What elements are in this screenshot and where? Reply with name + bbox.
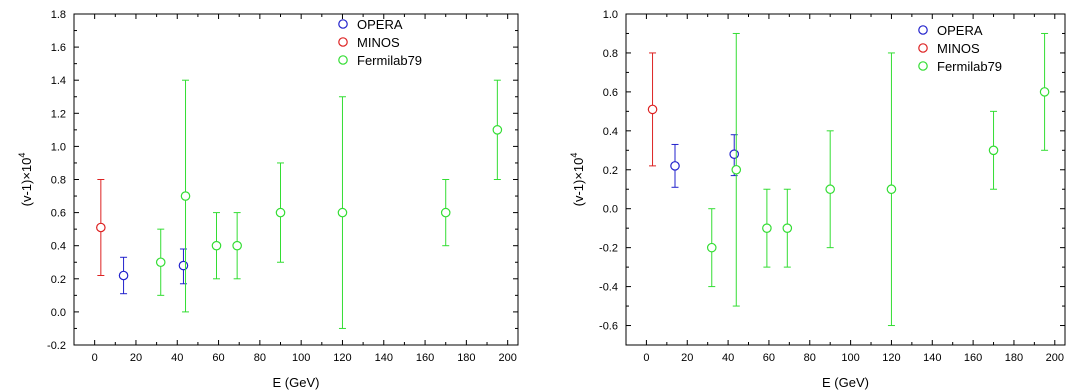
x-tick-label: 100 — [292, 352, 310, 364]
x-axis-title: E (GeV) — [273, 375, 320, 390]
data-point — [762, 223, 772, 233]
y-tick-label: 0.8 — [603, 48, 618, 60]
y-tick-label: 1.2 — [51, 108, 66, 120]
x-tick-label: 20 — [681, 352, 693, 364]
y-tick-label: -0.4 — [599, 282, 618, 294]
y-axis-title-exponent: 4 — [569, 153, 579, 158]
x-tick-label: 100 — [841, 352, 859, 364]
data-point — [337, 207, 348, 218]
legend-label: MINOS — [357, 35, 400, 50]
data-point — [729, 149, 740, 159]
y-tick-label: 1.6 — [51, 42, 66, 54]
x-tick-label: 140 — [375, 352, 393, 364]
x-tick-label: 20 — [130, 352, 142, 364]
y-tick-label: 0.6 — [51, 208, 66, 220]
x-tick-label: 120 — [333, 352, 351, 364]
data-point — [647, 104, 658, 115]
data-point — [825, 184, 835, 195]
y-axis-title-exponent: 4 — [17, 153, 27, 158]
data-point — [440, 207, 451, 218]
x-tick-label: 160 — [964, 352, 982, 364]
data-point — [118, 270, 129, 281]
plot-frame — [73, 13, 519, 346]
x-tick-label: 40 — [171, 352, 183, 364]
x-axis-title: E (GeV) — [822, 375, 869, 390]
x-tick-label: 140 — [923, 352, 941, 364]
x-tick-label: 80 — [254, 352, 266, 364]
data-point — [988, 145, 999, 156]
legend-marker — [918, 61, 928, 71]
y-tick-label: 0.2 — [603, 165, 618, 177]
series-opera — [118, 248, 189, 295]
y-tick-label: -0.2 — [599, 243, 618, 255]
legend-marker — [338, 37, 348, 47]
legend-label: OPERA — [357, 17, 403, 32]
legend-marker — [918, 43, 928, 53]
legend-label: OPERA — [937, 23, 983, 38]
series-minos — [96, 179, 106, 276]
x-tick-label: 160 — [416, 352, 434, 364]
y-tick-label: 0.0 — [51, 307, 66, 319]
x-tick-label: 80 — [804, 352, 816, 364]
y-axis-title: (v-1)×104 — [17, 153, 34, 207]
x-tick-label: 0 — [92, 352, 98, 364]
legend-marker — [918, 25, 928, 35]
data-point — [211, 240, 222, 251]
data-point — [96, 222, 106, 233]
x-tick-label: 200 — [1046, 352, 1064, 364]
legend-label: Fermilab79 — [357, 53, 422, 68]
y-tick-label: 0.8 — [51, 175, 66, 187]
data-point — [178, 260, 189, 271]
series-fermilab79 — [155, 79, 503, 329]
x-tick-label: 40 — [722, 352, 734, 364]
data-point — [232, 240, 242, 251]
legend-label: Fermilab79 — [937, 59, 1002, 74]
x-tick-label: 200 — [498, 352, 516, 364]
y-axis-title: (v-1)×104 — [569, 153, 586, 207]
x-tick-label: 180 — [1005, 352, 1023, 364]
y-tick-label: -0.2 — [47, 340, 66, 352]
data-point — [180, 191, 191, 201]
y-tick-label: 0.6 — [603, 87, 618, 99]
y-tick-label: 1.0 — [603, 9, 618, 21]
y-tick-label: 1.4 — [51, 75, 66, 87]
y-tick-label: 0.4 — [603, 126, 618, 138]
y-tick-label: -0.6 — [599, 321, 618, 333]
series-minos — [647, 52, 658, 167]
data-point — [706, 242, 717, 253]
data-point — [155, 257, 166, 268]
data-point — [886, 184, 897, 195]
y-tick-label: 0.4 — [51, 241, 66, 253]
data-point — [731, 164, 742, 175]
data-point — [782, 223, 793, 233]
y-tick-label: 0.0 — [603, 204, 618, 216]
x-tick-label: 0 — [643, 352, 649, 364]
data-point — [492, 125, 503, 135]
chart-panel-2: 0 20 40 60 80 100 120 140 160 180 200 -0.6 -0.4 -0.2 0… — [569, 9, 1066, 390]
chart-panel-1: 0 20 40 60 80 100 120 140 160 180 200 -0.2 0.0 0.2 0.4… — [17, 9, 519, 390]
x-tick-label: 60 — [763, 352, 775, 364]
data-point — [670, 161, 680, 171]
legend-label: MINOS — [937, 41, 980, 56]
x-tick-label: 60 — [212, 352, 224, 364]
x-tick-label: 120 — [882, 352, 900, 364]
plot-frame — [625, 13, 1066, 346]
data-point — [1039, 87, 1050, 97]
y-axis-title-base: (v-1)×10 — [19, 158, 34, 207]
y-tick-label: 0.2 — [51, 274, 66, 286]
y-tick-label: 1.0 — [51, 141, 66, 153]
series-fermilab79 — [706, 32, 1050, 327]
y-axis-title-base: (v-1)×10 — [571, 158, 586, 207]
y-tick-label: 1.8 — [51, 9, 66, 21]
series-opera — [670, 134, 740, 188]
legend: OPERA MINOS Fermilab79 — [338, 17, 422, 68]
x-tick-label: 180 — [457, 352, 475, 364]
legend-marker — [338, 55, 348, 65]
legend-marker — [338, 19, 348, 29]
data-point — [275, 207, 286, 218]
legend: OPERA MINOS Fermilab79 — [918, 23, 1002, 74]
